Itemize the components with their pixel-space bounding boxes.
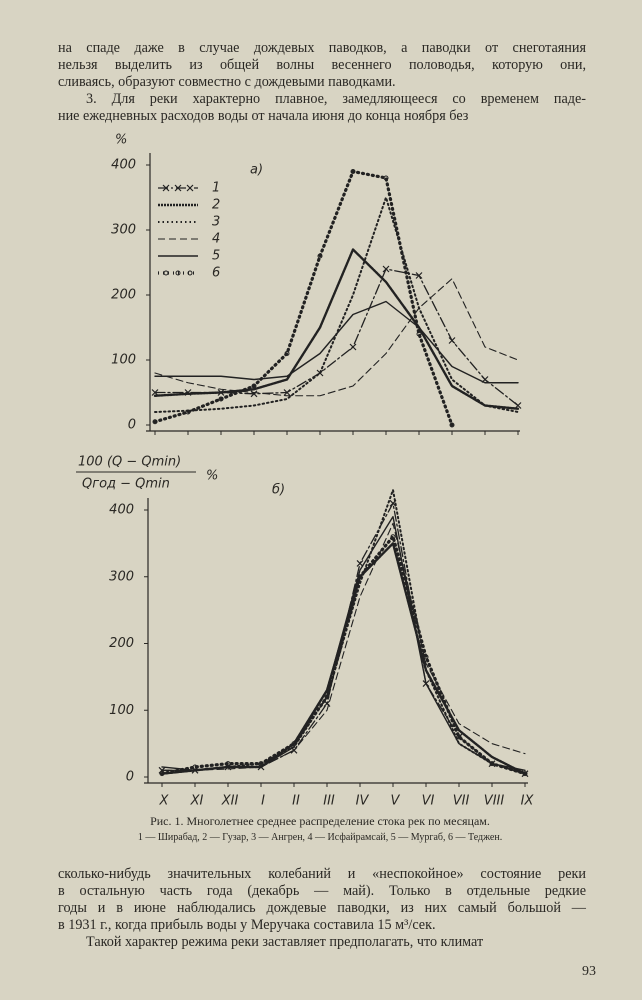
caption-legend: 1 — Ширабад, 2 — Гузар, 3 — Ангрен, 4 — …	[137, 832, 503, 843]
marker	[456, 734, 462, 740]
text-top: на спаде даже в случае дождевых паводков…	[58, 40, 586, 125]
y-tick-label: 100	[111, 353, 136, 368]
legend-label: 1	[212, 181, 220, 196]
marker	[218, 396, 224, 402]
panel-label: б)	[272, 483, 285, 498]
marker	[152, 419, 158, 425]
caption-title: Рис. 1. Многолетнее среднее распределени…	[150, 814, 490, 828]
line-series	[154, 300, 519, 384]
x-tick-label: XI	[190, 794, 204, 809]
marker	[449, 422, 455, 428]
marker	[162, 184, 170, 192]
line-series	[153, 169, 454, 427]
marker	[390, 534, 396, 540]
text-line: годы и в июне наблюдались дождевые павод…	[58, 900, 586, 916]
marker	[186, 184, 194, 192]
x-tick-label: X	[159, 794, 170, 809]
text-line: в остальную часть года (декабрь — май). …	[58, 883, 586, 899]
marker	[174, 184, 182, 192]
y-tick-label: 300	[111, 223, 136, 238]
y-tick-label: 0	[126, 770, 134, 785]
marker	[317, 253, 323, 259]
line-series	[160, 535, 527, 776]
panel-label: а)	[250, 163, 263, 178]
y-tick-label: 200	[109, 636, 134, 651]
line-series	[160, 542, 527, 775]
marker	[175, 270, 181, 276]
text-line: нельзя выделить из общей волны весеннего…	[58, 57, 586, 73]
marker	[357, 574, 363, 580]
marker	[324, 694, 330, 700]
line-series	[161, 515, 526, 772]
figure: 0 100 200 300 400 а)% 1 2 3 4 5 6 0 100 200 300 400 X XI XI…	[76, 133, 535, 809]
marker	[185, 409, 191, 415]
text-line: сливаясь, образуют совместно с дождевыми…	[58, 74, 396, 90]
x-tick-label: VII	[453, 794, 470, 809]
line-series	[161, 522, 526, 771]
caption: Рис. 1. Многолетнее среднее распределени…	[70, 814, 570, 843]
x-tick-label: V	[391, 794, 401, 809]
legend-label: 5	[212, 249, 220, 264]
x-tick-label: II	[292, 794, 300, 809]
y-label-num: 100 (Q − Qmin)	[78, 455, 181, 470]
marker	[383, 175, 389, 181]
text-line: в 1931 г., когда прибыль воды у Меручака…	[58, 917, 436, 933]
marker	[251, 383, 257, 389]
text-line: ние ежедневных расходов воды от начала и…	[58, 108, 469, 124]
marker	[356, 559, 364, 567]
y-tick-label: 400	[109, 503, 134, 518]
y-tick-label: 200	[111, 288, 136, 303]
marker	[448, 337, 456, 344]
marker	[349, 343, 357, 351]
marker	[163, 270, 169, 276]
marker	[159, 771, 165, 777]
y-tick-label: 400	[111, 158, 136, 173]
text-line: 3. Для реки характерно плавное, замедляю…	[86, 91, 586, 107]
marker	[283, 389, 291, 396]
line-series	[154, 196, 519, 413]
y-tick-label: 100	[109, 703, 134, 718]
y-label-unit: %	[206, 469, 218, 484]
marker	[423, 654, 429, 660]
y-label: %	[115, 133, 127, 148]
marker	[489, 761, 495, 767]
marker	[225, 761, 231, 767]
marker	[291, 741, 297, 747]
text-line: сколько-нибудь значительных колебаний и …	[58, 866, 586, 882]
x-tick-label: VI	[422, 794, 435, 809]
legend-label: 2	[212, 198, 220, 213]
x-tick-label: VIII	[484, 794, 505, 809]
text-bottom: сколько-нибудь значительных колебаний и …	[58, 866, 586, 951]
x-tick-label: XII	[221, 794, 239, 809]
marker	[416, 331, 422, 337]
legend-label: 6	[212, 266, 220, 281]
x-tick-label: IX	[521, 794, 535, 809]
marker	[522, 771, 528, 777]
y-label-den: Qгод − Qmin	[82, 477, 170, 492]
text-line: Такой характер режима реки заставляет пр…	[86, 934, 484, 950]
line-series	[154, 278, 519, 397]
legend-label: 4	[212, 232, 220, 247]
line-series	[153, 248, 520, 410]
marker	[284, 351, 290, 356]
marker	[187, 270, 193, 276]
marker	[258, 761, 264, 767]
legend-label: 3	[212, 215, 220, 230]
text-line: на спаде даже в случае дождевых паводков…	[58, 40, 586, 56]
page-number: 93	[582, 964, 596, 979]
marker	[192, 764, 198, 770]
x-tick-label: IV	[356, 794, 370, 809]
marker	[415, 272, 423, 279]
x-tick-label: III	[323, 794, 335, 809]
y-tick-label: 0	[128, 418, 136, 433]
marker	[350, 169, 356, 174]
x-tick-label: I	[261, 794, 265, 809]
marker	[382, 265, 390, 273]
y-tick-label: 300	[109, 569, 134, 584]
